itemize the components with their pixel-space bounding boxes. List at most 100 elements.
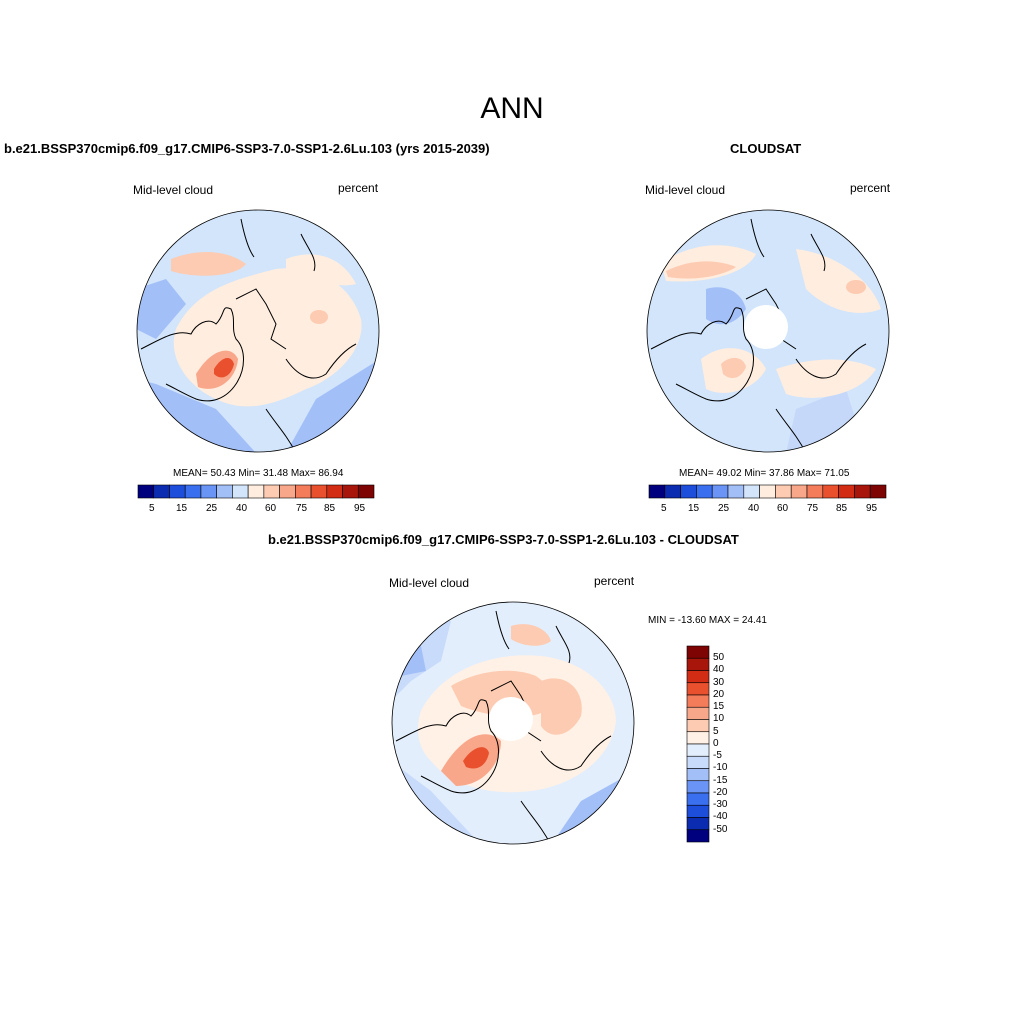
colorbar-swatch	[686, 706, 710, 720]
colorbar-swatch	[696, 484, 713, 499]
map-moderate-cloud-region	[721, 357, 746, 379]
colorbar-swatch	[357, 484, 375, 499]
colorbar-swatch	[743, 484, 760, 499]
colorbar-swatch	[686, 694, 710, 708]
colorbar-swatch	[686, 645, 710, 659]
colorbar-tick-label: 95	[866, 503, 878, 514]
colorbar-tick-label: 15	[713, 701, 725, 712]
map-moderate-cloud-region	[776, 359, 876, 398]
colorbar-swatch	[263, 484, 280, 499]
colorbar-swatch	[137, 484, 155, 499]
colorbar-swatch	[686, 755, 710, 769]
panel-1-polar-map	[136, 209, 380, 453]
map-positive-diff-region	[511, 624, 551, 646]
map-coastline	[140, 218, 357, 452]
colorbar-swatch	[686, 719, 710, 733]
colorbar-swatch	[686, 743, 710, 757]
page-title: ANN	[480, 92, 544, 125]
map-negative-diff-region	[396, 646, 426, 676]
colorbar-swatch	[169, 484, 186, 499]
colorbar-tick-label: -30	[713, 799, 728, 810]
colorbar-tick-label: 30	[713, 677, 725, 688]
colorbar-tick-label: -40	[713, 811, 728, 822]
colorbar-tick-label: 40	[748, 503, 760, 514]
panel-2-units-label: percent	[850, 181, 891, 195]
panel-1-title: b.e21.BSSP370cmip6.f09_g17.CMIP6-SSP3-7.…	[4, 141, 490, 156]
colorbar-tick-label: 75	[807, 503, 819, 514]
colorbar-swatch	[686, 804, 710, 818]
map-low-cloud-region	[706, 287, 746, 325]
colorbar-tick-label: -5	[713, 750, 722, 761]
colorbar-tick-label: -15	[713, 775, 728, 786]
colorbar-swatch	[686, 657, 710, 671]
colorbar-tick-label: -10	[713, 762, 728, 773]
panel-1-colorbar	[137, 484, 375, 499]
colorbar-swatch	[727, 484, 745, 499]
colorbar-tick-label: 15	[688, 503, 700, 514]
panel-2-variable-label: Mid-level cloud	[645, 183, 726, 197]
colorbar-tick-label: 75	[296, 503, 308, 514]
colorbar-tick-label: 60	[777, 503, 789, 514]
colorbar-swatch	[686, 768, 710, 782]
map-moderate-cloud-region	[666, 261, 736, 279]
map-positive-diff-region	[463, 747, 489, 769]
colorbar-swatch	[326, 484, 343, 499]
colorbar-swatch	[822, 484, 839, 499]
colorbar-swatch	[279, 484, 296, 499]
map-missing-data-hole	[744, 305, 788, 349]
colorbar-swatch	[184, 484, 202, 499]
colorbar-swatch	[680, 484, 697, 499]
colorbar-tick-label: 25	[206, 503, 218, 514]
panel-3-stats: MIN = -13.60 MAX = 24.41	[648, 615, 767, 626]
panel-3-units-label: percent	[594, 574, 635, 588]
colorbar-swatch	[686, 792, 710, 806]
colorbar-swatch	[869, 484, 887, 499]
colorbar-swatch	[648, 484, 666, 499]
colorbar-swatch	[759, 484, 776, 499]
colorbar-swatch	[310, 484, 328, 499]
map-missing-data-hole	[489, 697, 533, 741]
colorbar-swatch	[153, 484, 170, 499]
panel-2-title: CLOUDSAT	[730, 141, 802, 156]
panel-2-colorbar	[648, 484, 887, 499]
colorbar-swatch	[806, 484, 824, 499]
panel-1-units-label: percent	[338, 181, 379, 195]
colorbar-tick-label: 85	[324, 503, 336, 514]
colorbar-tick-label: 15	[176, 503, 188, 514]
panel-3-colorbar	[686, 645, 710, 843]
colorbar-tick-label: 25	[718, 503, 730, 514]
colorbar-tick-label: 5	[713, 726, 719, 737]
colorbar-tick-label: -20	[713, 787, 728, 798]
map-moderate-cloud-region	[286, 254, 356, 286]
colorbar-tick-label: -50	[713, 824, 728, 835]
colorbar-swatch	[686, 682, 710, 696]
colorbar-tick-label: 5	[149, 503, 155, 514]
colorbar-tick-label: 5	[661, 503, 667, 514]
panel-3-title: b.e21.BSSP370cmip6.f09_g17.CMIP6-SSP3-7.…	[268, 532, 739, 547]
map-moderate-cloud-region	[310, 310, 328, 324]
panel-3-polar-map	[391, 601, 635, 845]
map-low-cloud-region	[137, 279, 186, 339]
colorbar-swatch	[295, 484, 312, 499]
colorbar-swatch	[790, 484, 808, 499]
map-positive-diff-region	[541, 678, 582, 735]
map-moderate-cloud-region	[796, 249, 881, 313]
panel-1-stats: MEAN= 50.43 Min= 31.48 Max= 86.94	[173, 468, 344, 479]
colorbar-swatch	[854, 484, 871, 499]
colorbar-swatch	[686, 829, 710, 843]
colorbar-tick-label: 20	[713, 689, 725, 700]
colorbar-tick-label: 40	[236, 503, 248, 514]
colorbar-tick-label: 50	[713, 652, 725, 663]
colorbar-tick-label: 0	[713, 738, 719, 749]
panel-3-variable-label: Mid-level cloud	[389, 576, 470, 590]
colorbar-swatch	[342, 484, 359, 499]
colorbar-swatch	[200, 484, 217, 499]
colorbar-swatch	[686, 670, 710, 684]
colorbar-tick-label: 60	[265, 503, 277, 514]
colorbar-swatch	[216, 484, 233, 499]
colorbar-swatch	[838, 484, 855, 499]
map-moderate-cloud-region	[846, 280, 866, 294]
colorbar-swatch	[664, 484, 681, 499]
map-moderate-cloud-region	[171, 252, 246, 276]
colorbar-swatch	[711, 484, 729, 499]
